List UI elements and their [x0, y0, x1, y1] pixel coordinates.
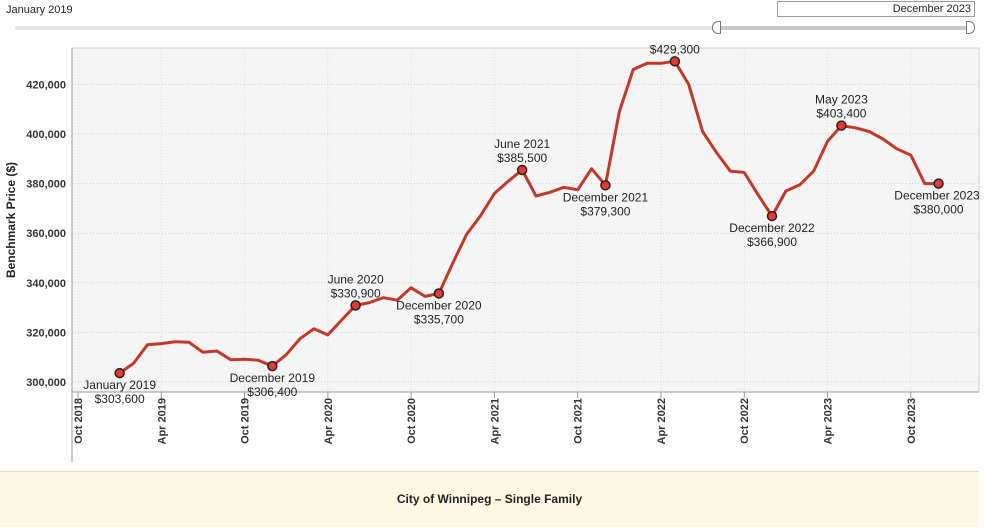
- data-label-date: December 2023: [894, 189, 980, 203]
- date-range-slider-selection: [717, 26, 970, 30]
- slider-start-handle[interactable]: [712, 21, 721, 34]
- y-tick-label: 340,000: [26, 278, 66, 290]
- y-tick-label: 320,000: [26, 327, 66, 339]
- x-tick-label: Oct 2023: [906, 398, 918, 444]
- x-tick-label: Oct 2018: [73, 398, 85, 444]
- x-tick-label: Oct 2021: [573, 398, 585, 444]
- y-tick-label: 300,000: [26, 377, 66, 389]
- y-tick-label: 420,000: [26, 79, 66, 91]
- x-tick-label: Apr 2020: [323, 398, 335, 444]
- data-point-marker: [600, 180, 611, 191]
- x-tick-label: Apr 2021: [489, 398, 501, 444]
- end-date-input[interactable]: December 2023: [777, 1, 975, 17]
- y-tick-label: 380,000: [26, 179, 66, 191]
- data-label-value: $366,900: [747, 235, 797, 249]
- data-point-marker: [350, 300, 361, 311]
- x-tick-label: Apr 2022: [656, 398, 668, 444]
- data-point-marker: [766, 210, 778, 222]
- date-range-filter: January 2019 December 2023: [0, 0, 984, 44]
- y-tick-label: 360,000: [26, 228, 66, 240]
- series-line: [118, 59, 939, 375]
- data-label-value: $385,500: [497, 151, 547, 165]
- data-label-date: December 2020: [396, 298, 482, 312]
- x-tick-label: Apr 2023: [823, 398, 835, 444]
- start-date-label: January 2019: [6, 4, 73, 16]
- data-label-value: $429,300: [650, 44, 700, 56]
- data-label-date: December 2021: [563, 190, 649, 204]
- data-label-date: June 2020: [328, 272, 384, 286]
- x-tick-label: Oct 2020: [406, 398, 418, 444]
- data-point-marker: [669, 56, 681, 67]
- x-tick-label: Apr 2019: [156, 398, 168, 444]
- data-label-date: January 2019: [83, 378, 156, 392]
- data-label-value: $403,400: [816, 107, 866, 121]
- data-label-date: May 2023: [815, 93, 868, 107]
- data-label-date: December 2022: [729, 221, 815, 235]
- data-label-value: $306,400: [247, 385, 297, 399]
- chart-footer: City of Winnipeg – Single Family: [0, 471, 979, 527]
- data-point-marker: [267, 360, 278, 372]
- x-tick-label: Oct 2019: [240, 398, 252, 444]
- data-label-value: $330,900: [331, 286, 381, 300]
- data-label-date: December 2019: [230, 371, 316, 385]
- footer-title: City of Winnipeg – Single Family: [396, 492, 583, 506]
- slider-end-handle[interactable]: [966, 21, 975, 34]
- x-tick-label: Oct 2022: [739, 398, 751, 444]
- date-range-slider-track[interactable]: [15, 26, 970, 30]
- data-point-marker: [433, 288, 445, 299]
- data-point-marker: [114, 367, 125, 379]
- data-label-date: June 2021: [494, 137, 550, 151]
- data-label-value: $303,600: [95, 392, 145, 406]
- data-label-value: $380,000: [914, 203, 964, 217]
- data-point-marker: [836, 120, 847, 131]
- benchmark-price-line-chart: 300,000 320,000 340,000 360,000 380,000 400,0…: [4, 44, 980, 462]
- y-tick-label: 400,000: [26, 129, 66, 141]
- y-axis-title: Benchmark Price ($): [4, 162, 18, 278]
- data-point-marker: [516, 164, 528, 176]
- data-point-marker: [933, 178, 944, 189]
- data-label-value: $335,700: [414, 312, 464, 326]
- data-label-value: $379,300: [580, 204, 630, 218]
